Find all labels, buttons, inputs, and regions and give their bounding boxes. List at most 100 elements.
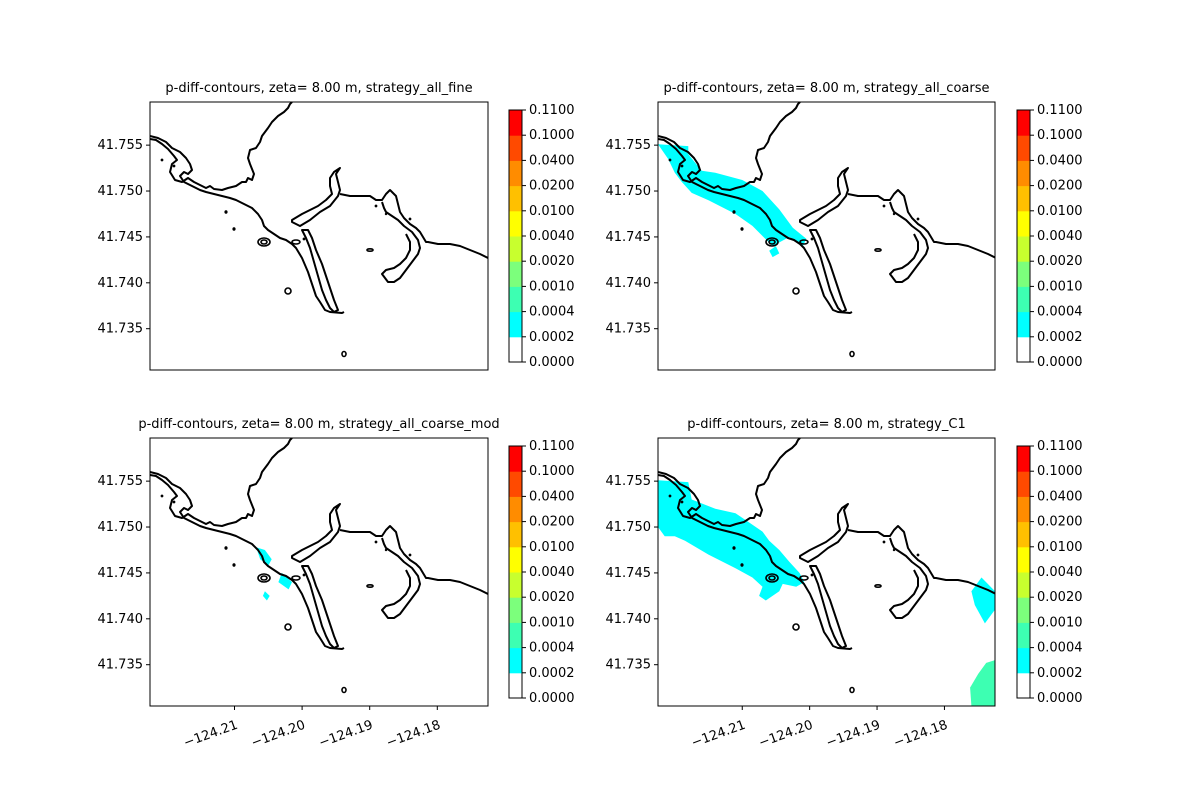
y-tick-label: 41.745 <box>98 230 144 245</box>
colorbar-segment <box>1017 521 1030 548</box>
colorbar-segment <box>1017 160 1030 187</box>
island <box>291 239 301 245</box>
colorbar-segment <box>509 261 522 287</box>
colorbar-segment <box>1017 496 1030 523</box>
colorbar-tick-label: 0.0100 <box>529 204 575 219</box>
y-tick-label: 41.735 <box>606 322 652 337</box>
colorbar-segment <box>1017 210 1030 237</box>
island <box>374 204 378 208</box>
island <box>260 575 268 581</box>
coastline <box>150 102 488 358</box>
coastline <box>150 438 488 694</box>
island <box>302 573 306 577</box>
coastline-path <box>889 201 929 283</box>
island <box>302 237 306 241</box>
colorbar-tick-label: 0.0000 <box>1037 355 1083 370</box>
colorbar-tick-label: 0.1100 <box>1037 103 1083 118</box>
axes-frame <box>149 437 489 707</box>
colorbar-segment <box>509 210 522 237</box>
island <box>892 548 896 552</box>
island <box>792 623 800 631</box>
colorbar-segment <box>509 110 522 136</box>
y-tick-label: 41.750 <box>98 184 144 199</box>
coastline-path <box>301 565 339 649</box>
island <box>810 237 814 241</box>
colorbar-segment <box>509 286 522 313</box>
coastline-path <box>150 102 293 191</box>
colorbar-tick-label: 0.0000 <box>1037 691 1083 706</box>
colorbar-tick-label: 0.0020 <box>529 590 575 605</box>
colorbar-tick-label: 0.0002 <box>529 666 575 681</box>
plot-area <box>658 102 995 358</box>
colorbar-segment <box>509 471 522 497</box>
colorbar-segment <box>509 496 522 523</box>
island <box>732 546 736 550</box>
island <box>341 686 347 694</box>
colorbar-tick-label: 0.1000 <box>529 128 575 143</box>
island <box>765 573 779 583</box>
coastline-path <box>339 525 488 595</box>
colorbar-tick-label: 0.0200 <box>1037 515 1083 530</box>
island <box>160 494 164 498</box>
colorbar-tick-label: 0.1100 <box>529 439 575 454</box>
colorbar-segment <box>509 647 522 674</box>
colorbar-segment <box>1017 236 1030 262</box>
island <box>768 575 776 581</box>
island <box>160 158 164 162</box>
island <box>740 227 744 231</box>
coastline-path <box>658 102 801 191</box>
colorbar-tick-label: 0.1100 <box>529 103 575 118</box>
colorbar-tick-label: 0.0200 <box>529 515 575 530</box>
colorbar-tick-label: 0.0002 <box>529 330 575 345</box>
colorbar-segment <box>509 446 522 472</box>
colorbar-tick-label: 0.0200 <box>1037 179 1083 194</box>
island <box>232 227 236 231</box>
colorbar-segment <box>509 672 522 699</box>
coastline-path <box>799 503 849 563</box>
island <box>408 553 412 557</box>
island <box>172 500 176 504</box>
plot-area <box>150 102 488 358</box>
colorbar-segment <box>509 185 522 212</box>
coastline <box>658 438 995 694</box>
panel-1: p-diff-contours, zeta= 8.00 m, strategy_… <box>98 81 575 371</box>
coastline-path <box>658 438 801 527</box>
panel-3: p-diff-contours, zeta= 8.00 m, strategy_… <box>98 417 575 751</box>
colorbar-segment <box>1017 471 1030 497</box>
coastline-path <box>889 537 929 619</box>
island <box>874 584 882 589</box>
colorbar-tick-label: 0.1000 <box>529 464 575 479</box>
colorbar-segment <box>1017 446 1030 472</box>
colorbar-segment <box>1017 672 1030 699</box>
y-tick-label: 41.740 <box>606 276 652 291</box>
y-tick-label: 41.750 <box>98 520 144 535</box>
y-tick-label: 41.755 <box>98 138 144 153</box>
coastline-path <box>150 438 293 527</box>
y-tick-label: 41.745 <box>606 566 652 581</box>
coastline-path <box>799 167 849 227</box>
x-tick-label: −124.18 <box>892 718 950 751</box>
colorbar-tick-label: 0.0000 <box>529 355 575 370</box>
coastline <box>658 102 995 358</box>
colorbar-tick-label: 0.0004 <box>529 305 575 320</box>
coastline-path <box>291 503 341 563</box>
colorbar-segment <box>1017 135 1030 161</box>
colorbar-tick-label: 0.0200 <box>529 179 575 194</box>
colorbar-segment <box>509 597 522 623</box>
colorbar-tick-label: 0.0020 <box>529 254 575 269</box>
panel-2: p-diff-contours, zeta= 8.00 m, strategy_… <box>606 81 1083 371</box>
colorbar-segment <box>509 135 522 161</box>
island <box>291 575 301 581</box>
island <box>384 212 388 216</box>
island <box>882 540 886 544</box>
island <box>668 494 672 498</box>
panel-4: p-diff-contours, zeta= 8.00 m, strategy_… <box>606 417 1083 751</box>
contour-region <box>971 577 995 624</box>
island <box>668 158 672 162</box>
colorbar-tick-label: 0.0040 <box>1037 229 1083 244</box>
colorbar-tick-label: 0.0010 <box>529 615 575 630</box>
colorbar-segment <box>1017 572 1030 598</box>
colorbar-tick-label: 0.0400 <box>529 153 575 168</box>
colorbar-tick-label: 0.0040 <box>1037 565 1083 580</box>
